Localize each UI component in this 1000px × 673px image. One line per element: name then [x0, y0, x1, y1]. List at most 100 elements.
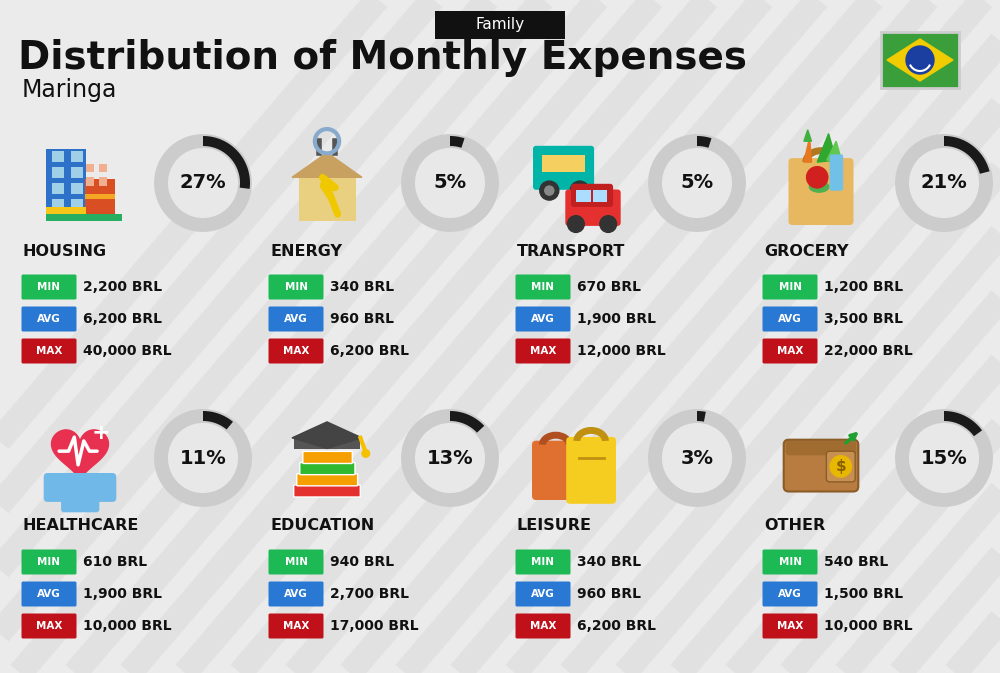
Text: EDUCATION: EDUCATION: [270, 518, 374, 534]
Text: MAX: MAX: [530, 346, 556, 356]
FancyBboxPatch shape: [593, 190, 607, 202]
Text: 5%: 5%: [433, 174, 467, 192]
FancyBboxPatch shape: [516, 339, 570, 363]
Polygon shape: [944, 136, 990, 174]
Text: AVG: AVG: [284, 314, 308, 324]
Text: 21%: 21%: [921, 174, 967, 192]
Text: 12,000 BRL: 12,000 BRL: [577, 344, 666, 358]
FancyBboxPatch shape: [268, 614, 324, 639]
FancyBboxPatch shape: [516, 275, 570, 299]
Circle shape: [545, 186, 554, 195]
Text: 2,200 BRL: 2,200 BRL: [83, 280, 162, 294]
Text: AVG: AVG: [37, 314, 61, 324]
Circle shape: [907, 421, 981, 495]
FancyBboxPatch shape: [46, 214, 122, 221]
Polygon shape: [203, 136, 250, 189]
FancyBboxPatch shape: [763, 339, 818, 363]
FancyBboxPatch shape: [99, 164, 107, 172]
Text: 15%: 15%: [921, 448, 967, 468]
Text: +: +: [92, 423, 110, 444]
Text: 40,000 BRL: 40,000 BRL: [83, 344, 172, 358]
Polygon shape: [827, 141, 842, 162]
Text: MAX: MAX: [36, 621, 62, 631]
Text: 27%: 27%: [180, 174, 226, 192]
Text: MIN: MIN: [778, 282, 802, 292]
Circle shape: [907, 146, 981, 220]
Polygon shape: [450, 136, 465, 148]
FancyBboxPatch shape: [294, 485, 360, 497]
Polygon shape: [292, 422, 362, 448]
FancyBboxPatch shape: [52, 183, 64, 194]
Text: 540 BRL: 540 BRL: [824, 555, 888, 569]
FancyBboxPatch shape: [516, 581, 570, 606]
Text: OTHER: OTHER: [764, 518, 825, 534]
Text: HEALTHCARE: HEALTHCARE: [23, 518, 139, 534]
Text: LEISURE: LEISURE: [517, 518, 592, 534]
Text: MIN: MIN: [38, 557, 60, 567]
Circle shape: [807, 167, 828, 188]
Polygon shape: [817, 134, 836, 162]
Text: 17,000 BRL: 17,000 BRL: [330, 619, 419, 633]
Text: $: $: [835, 459, 846, 474]
Circle shape: [413, 146, 487, 220]
Circle shape: [575, 186, 584, 195]
FancyBboxPatch shape: [46, 149, 86, 215]
Text: TRANSPORT: TRANSPORT: [517, 244, 625, 258]
Text: 1,500 BRL: 1,500 BRL: [824, 587, 903, 601]
Text: MAX: MAX: [283, 621, 309, 631]
Text: Family: Family: [475, 17, 525, 32]
Text: MIN: MIN: [532, 557, 554, 567]
Text: 2,700 BRL: 2,700 BRL: [330, 587, 409, 601]
Text: 6,200 BRL: 6,200 BRL: [577, 619, 656, 633]
FancyBboxPatch shape: [52, 199, 64, 210]
FancyBboxPatch shape: [830, 154, 843, 190]
Text: 960 BRL: 960 BRL: [330, 312, 394, 326]
FancyBboxPatch shape: [763, 581, 818, 606]
Circle shape: [166, 146, 240, 220]
FancyBboxPatch shape: [435, 11, 565, 39]
FancyBboxPatch shape: [22, 549, 76, 575]
Circle shape: [568, 215, 584, 232]
FancyBboxPatch shape: [99, 177, 107, 186]
FancyBboxPatch shape: [268, 581, 324, 606]
Text: 610 BRL: 610 BRL: [83, 555, 147, 569]
FancyBboxPatch shape: [61, 493, 99, 512]
FancyBboxPatch shape: [516, 306, 570, 332]
FancyBboxPatch shape: [298, 177, 356, 221]
Text: AVG: AVG: [284, 589, 308, 599]
FancyBboxPatch shape: [22, 306, 76, 332]
FancyBboxPatch shape: [268, 306, 324, 332]
Text: Distribution of Monthly Expenses: Distribution of Monthly Expenses: [18, 39, 747, 77]
FancyBboxPatch shape: [784, 439, 858, 491]
Circle shape: [570, 181, 589, 200]
FancyBboxPatch shape: [786, 441, 856, 456]
Text: 10,000 BRL: 10,000 BRL: [824, 619, 913, 633]
FancyBboxPatch shape: [46, 207, 86, 215]
Text: MAX: MAX: [530, 621, 556, 631]
Text: MAX: MAX: [36, 346, 62, 356]
Text: 3,500 BRL: 3,500 BRL: [824, 312, 903, 326]
Text: MIN: MIN: [285, 557, 308, 567]
Circle shape: [830, 456, 851, 477]
FancyBboxPatch shape: [763, 549, 818, 575]
Text: 6,200 BRL: 6,200 BRL: [83, 312, 162, 326]
FancyBboxPatch shape: [881, 32, 959, 88]
FancyBboxPatch shape: [826, 451, 855, 482]
FancyBboxPatch shape: [532, 441, 580, 500]
Text: 1,900 BRL: 1,900 BRL: [83, 587, 162, 601]
FancyBboxPatch shape: [22, 275, 76, 299]
Circle shape: [660, 421, 734, 495]
FancyBboxPatch shape: [85, 179, 115, 215]
FancyBboxPatch shape: [571, 184, 613, 207]
Polygon shape: [887, 39, 953, 81]
Text: AVG: AVG: [531, 314, 555, 324]
Polygon shape: [697, 411, 706, 422]
FancyBboxPatch shape: [576, 190, 591, 202]
FancyBboxPatch shape: [516, 549, 570, 575]
Circle shape: [660, 146, 734, 220]
Text: 13%: 13%: [427, 448, 473, 468]
Polygon shape: [203, 411, 233, 429]
FancyBboxPatch shape: [85, 194, 115, 199]
Text: MAX: MAX: [777, 346, 803, 356]
FancyBboxPatch shape: [566, 437, 616, 504]
